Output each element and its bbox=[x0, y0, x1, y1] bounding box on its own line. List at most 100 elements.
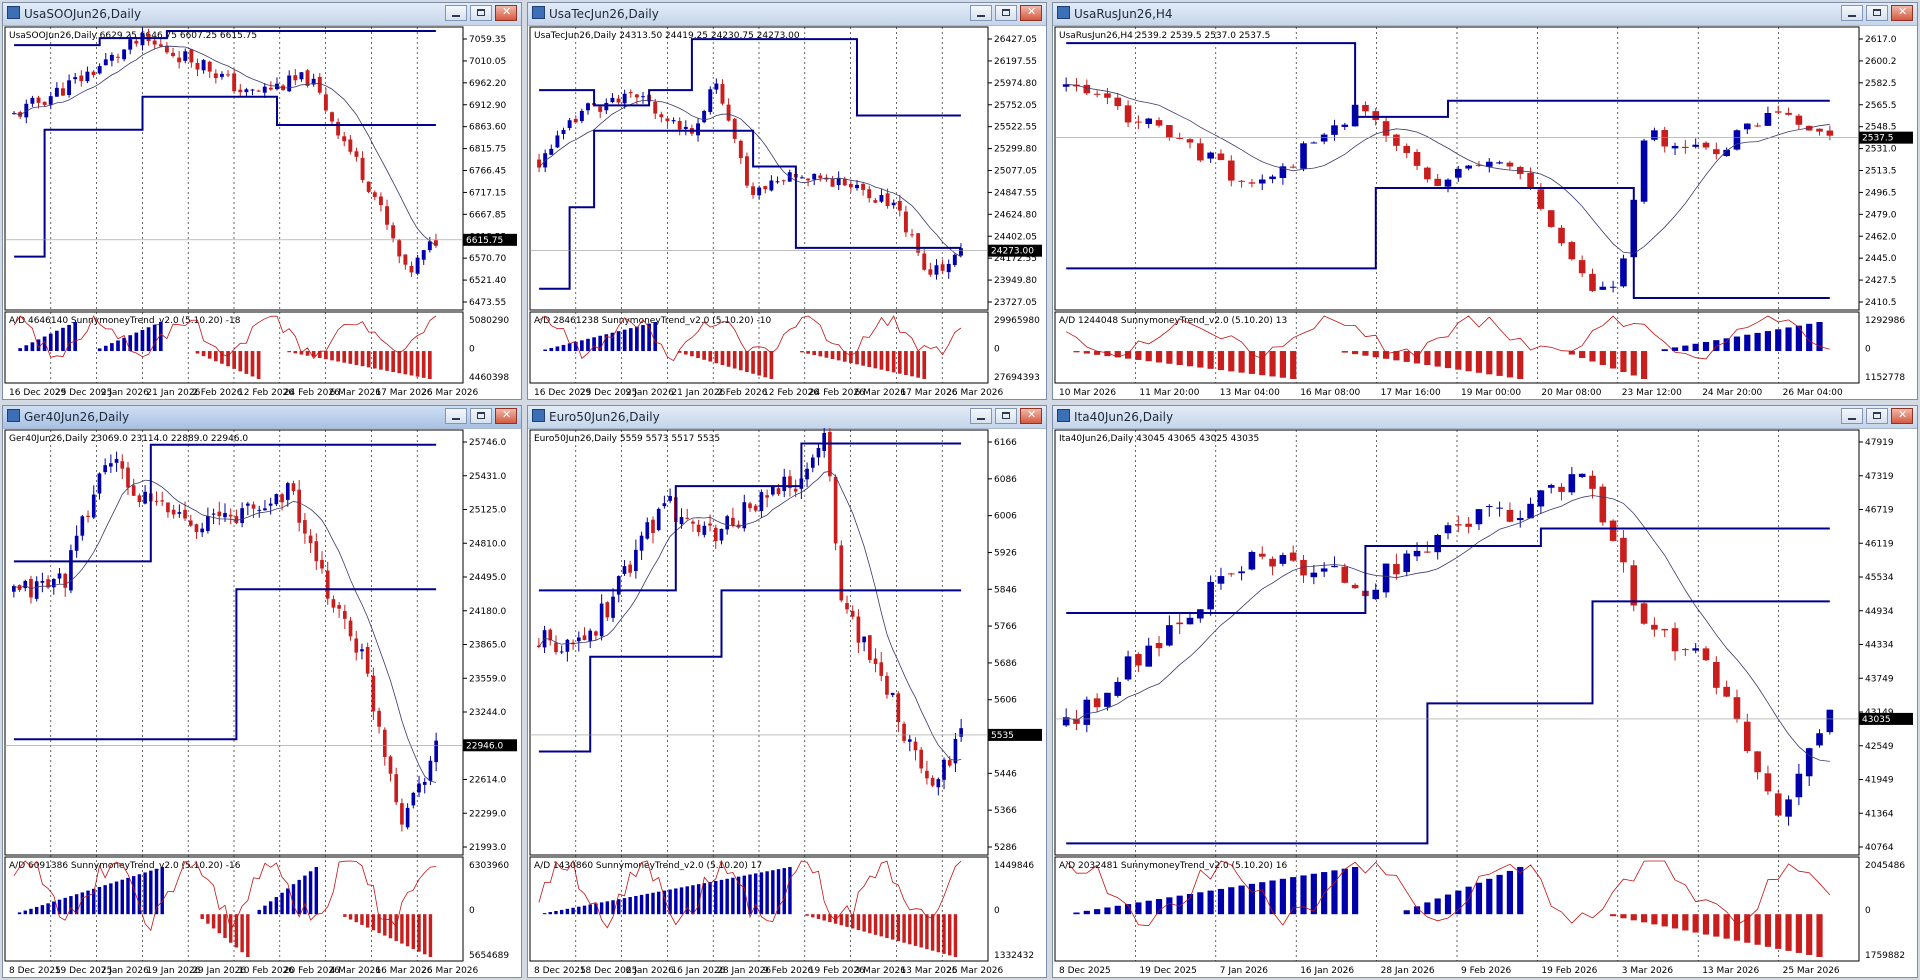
close-button[interactable] bbox=[495, 408, 517, 424]
chart-window-usa500[interactable]: UsaSOOJun26,Daily UsaSOOJun26,Daily 6629… bbox=[2, 2, 522, 400]
price-chart[interactable]: UsaTecJun26,Daily 24313.50 24419.25 2423… bbox=[528, 25, 1046, 399]
chart-window-usatec[interactable]: UsaTecJun26,Daily UsaTecJun26,Daily 2431… bbox=[527, 2, 1047, 400]
close-button[interactable] bbox=[495, 5, 517, 21]
window-title: UsaRusJun26,H4 bbox=[1057, 6, 1173, 21]
candle-body bbox=[354, 638, 359, 653]
candle-body bbox=[959, 728, 963, 737]
candle-body bbox=[622, 93, 627, 104]
price-tick-label: 22299.0 bbox=[469, 809, 506, 819]
price-tick-label: 6473.55 bbox=[469, 298, 506, 308]
maximize-button[interactable] bbox=[1866, 5, 1888, 21]
window-titlebar[interactable]: UsaTecJun26,Daily bbox=[528, 3, 1046, 26]
chart-window-usarus[interactable]: UsaRusJun26,H4 UsaRusJun26,H4 2539.2 253… bbox=[1052, 2, 1918, 400]
trend-histogram-bar bbox=[763, 351, 768, 378]
trend-histogram-bar bbox=[377, 914, 381, 933]
price-chart[interactable]: Ger40Jun26,Daily 23069.0 23114.0 22889.0… bbox=[3, 428, 521, 977]
trend-histogram-bar bbox=[842, 351, 847, 362]
trend-histogram-bar bbox=[1444, 351, 1452, 369]
date-tick-label: 25 Mar 2026 bbox=[946, 966, 1003, 976]
candle-body bbox=[833, 476, 838, 544]
minimize-button[interactable] bbox=[445, 408, 467, 424]
trend-histogram-bar bbox=[1135, 902, 1142, 915]
trend-histogram-bar bbox=[862, 914, 866, 932]
candle-body bbox=[1516, 166, 1524, 174]
price-tick-label: 24172.55 bbox=[994, 254, 1037, 264]
chart-window-icon bbox=[7, 6, 20, 19]
close-button[interactable] bbox=[1020, 5, 1042, 21]
chart-window-ita40[interactable]: Ita40Jun26,Daily Ita40Jun26,Daily 43045 … bbox=[1052, 405, 1918, 978]
maximize-button[interactable] bbox=[995, 408, 1017, 424]
maximize-button[interactable] bbox=[470, 5, 492, 21]
minimize-button[interactable] bbox=[970, 408, 992, 424]
date-tick-label: 16 Dec 2025 bbox=[9, 388, 67, 398]
trend-histogram-bar bbox=[759, 872, 764, 915]
price-chart[interactable]: UsaSOOJun26,Daily 6629.25 6646.75 6607.2… bbox=[3, 25, 521, 399]
candle-body bbox=[691, 521, 695, 524]
candle-body bbox=[303, 520, 307, 534]
price-tick-label: 41949 bbox=[1865, 776, 1894, 786]
price-chart[interactable]: Ita40Jun26,Daily 43045 43065 43025 43035… bbox=[1053, 428, 1917, 977]
candle-body bbox=[1485, 161, 1493, 167]
candle-body bbox=[57, 573, 62, 579]
window-titlebar[interactable]: Ger40Jun26,Daily bbox=[3, 406, 521, 429]
trend-histogram-bar bbox=[360, 914, 364, 925]
trend-histogram-bar bbox=[348, 914, 353, 920]
price-tick-label: 2445.0 bbox=[1865, 254, 1897, 264]
candle-body bbox=[1764, 773, 1772, 792]
indicator-tick-label: 1449846 bbox=[994, 861, 1034, 871]
candle-body bbox=[679, 517, 684, 525]
candle-body bbox=[114, 459, 119, 463]
candle-body bbox=[628, 92, 633, 94]
trend-histogram-bar bbox=[805, 914, 809, 916]
date-tick-label: 10 Feb 2026 bbox=[238, 966, 294, 976]
trend-histogram-bar bbox=[417, 914, 421, 952]
candle-body bbox=[194, 524, 199, 533]
candle-body bbox=[360, 649, 364, 652]
candle-body bbox=[810, 457, 815, 468]
candle-body bbox=[1227, 573, 1235, 575]
window-titlebar[interactable]: Euro50Jun26,Daily bbox=[528, 406, 1046, 429]
candle-body bbox=[1238, 571, 1245, 574]
trend-histogram-bar bbox=[555, 346, 560, 352]
chart-window-euro50[interactable]: Euro50Jun26,Daily Euro50Jun26,Daily 5559… bbox=[527, 405, 1047, 978]
minimize-button[interactable] bbox=[970, 5, 992, 21]
trend-histogram-bar bbox=[594, 903, 598, 915]
candle-body bbox=[69, 550, 73, 591]
candle-body bbox=[228, 514, 233, 517]
trend-histogram-bar bbox=[92, 888, 96, 915]
minimize-button[interactable] bbox=[445, 5, 467, 21]
trend-histogram-bar bbox=[897, 351, 902, 374]
close-button[interactable] bbox=[1891, 408, 1913, 424]
candle-body bbox=[659, 114, 664, 118]
candle-body bbox=[1702, 142, 1710, 148]
maximize-button[interactable] bbox=[995, 5, 1017, 21]
trend-histogram-bar bbox=[1671, 347, 1679, 352]
window-titlebar[interactable]: UsaRusJun26,H4 bbox=[1053, 3, 1917, 26]
candle-body bbox=[604, 102, 609, 111]
close-button[interactable] bbox=[1891, 5, 1913, 21]
window-titlebar[interactable]: UsaSOOJun26,Daily bbox=[3, 3, 521, 26]
price-chart[interactable]: Euro50Jun26,Daily 5559 5573 5517 5535 616… bbox=[528, 428, 1046, 977]
date-tick-label: 16 Mar 08:00 bbox=[1300, 388, 1360, 398]
trend-histogram-bar bbox=[753, 873, 758, 915]
minimize-button[interactable] bbox=[1841, 408, 1863, 424]
minimize-button[interactable] bbox=[1841, 5, 1863, 21]
close-button[interactable] bbox=[1020, 408, 1042, 424]
candle-body bbox=[639, 535, 644, 551]
window-titlebar[interactable]: Ita40Jun26,Daily bbox=[1053, 406, 1917, 429]
price-tick-label: 24402.05 bbox=[994, 232, 1037, 242]
maximize-button[interactable] bbox=[470, 408, 492, 424]
candle-body bbox=[782, 476, 787, 492]
chart-window-ger40[interactable]: Ger40Jun26,Daily Ger40Jun26,Daily 23069.… bbox=[2, 405, 522, 978]
trend-histogram-bar bbox=[246, 914, 250, 957]
candle-body bbox=[936, 779, 941, 788]
trend-histogram-bar bbox=[1352, 351, 1359, 355]
candle-body bbox=[1104, 93, 1111, 98]
date-tick-label: 13 Mar 04:00 bbox=[1220, 388, 1280, 398]
maximize-button[interactable] bbox=[1866, 408, 1888, 424]
trend-histogram-bar bbox=[1486, 351, 1493, 375]
price-chart[interactable]: UsaRusJun26,H4 2539.2 2539.5 2537.0 2537… bbox=[1053, 25, 1917, 399]
candle-body bbox=[628, 564, 632, 573]
price-tick-label: 42549 bbox=[1865, 742, 1894, 752]
candle-body bbox=[1207, 581, 1214, 610]
